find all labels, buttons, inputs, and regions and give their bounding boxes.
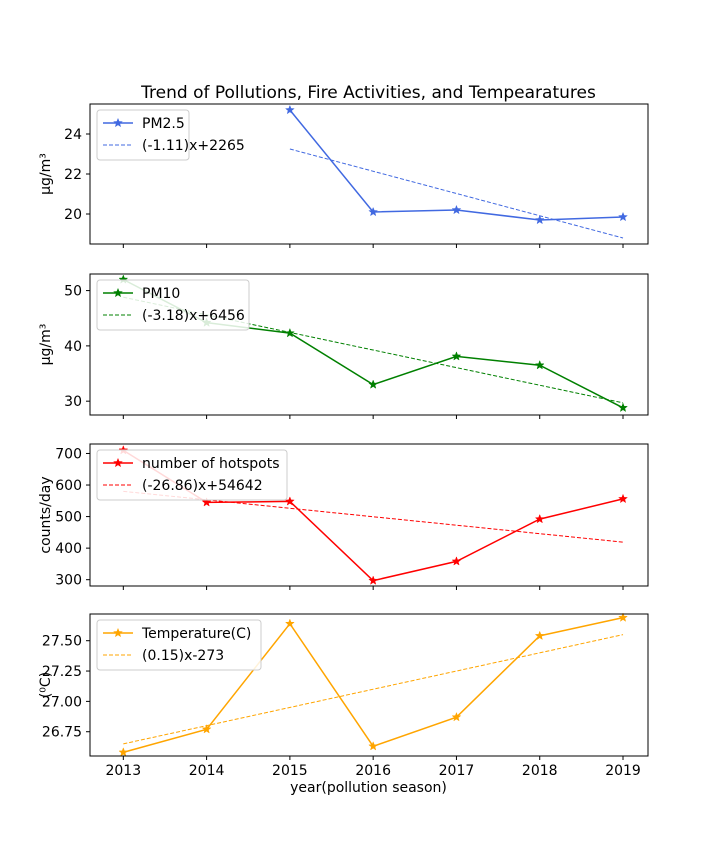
legend-trend-label: (-26.86)x+54642 [142,478,263,494]
data-point [284,618,295,628]
series-line [289,109,624,221]
legend-series-label: number of hotspots [142,456,280,472]
data-point [368,379,379,389]
panel-2: 30 40 50 μg/m³ PM10 (-3.18)x+6456 [38,273,649,419]
y-tick-label: 26.75 [42,725,82,741]
y-axis-label: counts/day [38,476,54,553]
y-tick-label: 27.25 [42,664,82,680]
axes-frame [89,443,649,587]
x-tick-label: 2017 [439,763,475,779]
legend-series-label: PM10 [142,286,180,302]
x-tick-label: 2016 [355,763,391,779]
y-tick-label: 22 [64,167,82,183]
y-axis-label: μg/m³ [38,324,54,366]
data-point [534,513,545,524]
legend-box [96,279,250,331]
legend-series-label: Temperature(C) [141,626,251,642]
y-axis-label: (⁰C) [38,672,54,698]
y-tick-label: 27.00 [42,694,82,710]
legend-series-label: PM2.5 [142,116,185,132]
data-point [201,724,212,734]
legend-series-marker [113,457,123,468]
data-point [284,327,295,338]
data-point [284,496,295,506]
legend-series-marker [113,287,123,298]
y-tick-label: 40 [64,339,82,355]
y-tick-label: 27.50 [42,634,82,650]
legend-series-marker [113,627,123,638]
data-point [451,204,462,215]
data-point [534,630,545,641]
x-tick-label: 2019 [605,763,641,779]
data-point [118,747,129,757]
y-tick-label: 300 [55,573,82,589]
legend-trend-label: (-1.11)x+2265 [142,138,245,154]
legend-series-marker [113,117,123,128]
data-point [201,497,212,507]
y-tick-label: 500 [55,510,82,526]
axes-frame [89,613,649,757]
data-point [451,351,462,361]
data-point [534,214,545,225]
legend-trend-label: (-3.18)x+6456 [142,308,245,324]
legend-box [96,619,262,671]
data-point [618,402,628,413]
data-point [284,104,295,115]
panel-4: 26.75 27.00 27.25 27.50 (⁰C) Temperature(C) (0… [38,612,649,779]
y-axis-label: μg/m³ [38,153,54,195]
axes-frame [89,273,649,416]
trend-line [289,148,624,239]
data-point [534,360,545,370]
x-tick-label: 2018 [522,763,558,779]
y-tick-label: 20 [64,207,82,223]
y-tick-label: 30 [64,394,82,410]
data-point [618,211,628,222]
legend-box [96,449,288,501]
y-tick-label: 700 [55,446,82,462]
x-axis-label: year(pollution season) [290,780,447,796]
panel-data [289,109,624,239]
y-tick-label: 24 [64,127,82,143]
data-point [618,612,628,622]
legend-trend-label: (0.15)x-273 [142,648,224,664]
x-tick-label: 2015 [272,763,308,779]
data-point [451,556,462,566]
chart-title: Trend of Pollutions, Fire Activities, an… [140,83,596,103]
panel-1: 20 22 24 μg/m³ PM2.5 (-1.11)x+2265 [38,103,649,248]
x-tick-label: 2013 [105,763,141,779]
x-tick-label: 2014 [189,763,225,779]
data-point [368,575,379,585]
data-point [368,206,379,217]
data-point [451,711,462,722]
data-point [368,741,379,751]
axes-frame [89,103,649,245]
data-point [618,493,628,504]
y-tick-label: 600 [55,478,82,494]
y-tick-label: 400 [55,541,82,557]
y-tick-label: 50 [64,284,82,300]
